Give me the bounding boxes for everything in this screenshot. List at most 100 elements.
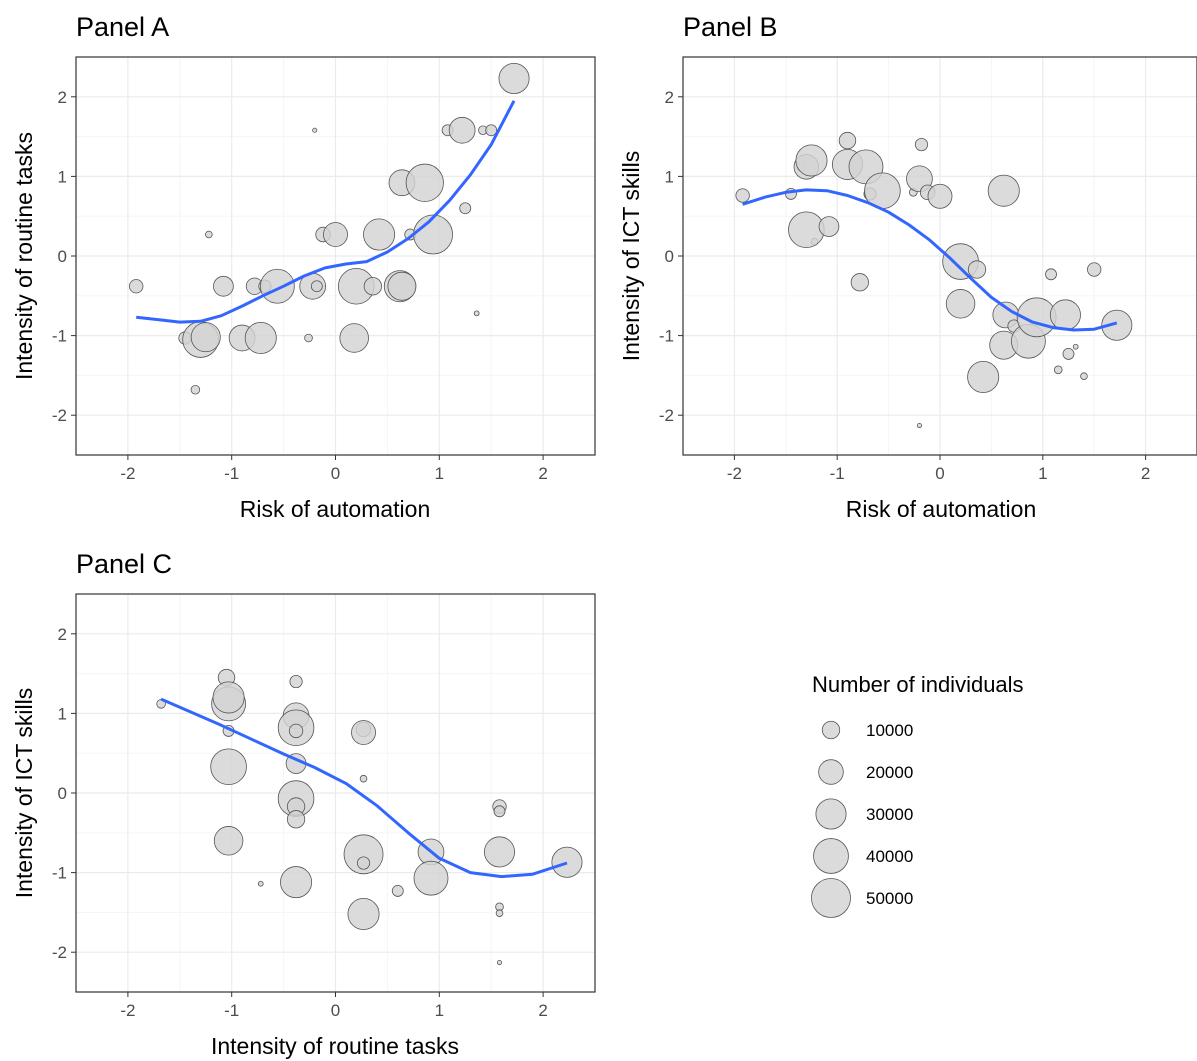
data-point [339, 323, 369, 353]
data-point [967, 260, 987, 279]
data-point [280, 866, 313, 899]
smooth-line [742, 188, 1118, 332]
data-point [788, 211, 825, 249]
data-point [967, 360, 1000, 393]
data-point [1072, 343, 1079, 350]
legend-label: 30000 [866, 805, 913, 824]
x-tick-label: 2 [1141, 464, 1150, 483]
y-tick-label: -1 [659, 327, 674, 346]
panel-c-title: Panel C [76, 549, 172, 579]
y-tick-label: -1 [52, 864, 67, 883]
data-point [351, 720, 376, 745]
data-point [448, 116, 476, 144]
x-tick-label: 1 [1038, 464, 1047, 483]
data-point [945, 289, 976, 319]
panel-border [682, 56, 1197, 456]
data-point [485, 124, 498, 137]
data-point [387, 271, 417, 301]
data-point [312, 127, 318, 133]
data-point [405, 163, 444, 202]
data-point [304, 333, 313, 343]
legend-key [821, 720, 841, 740]
data-point [286, 810, 306, 829]
data-point [289, 674, 303, 689]
data-point [213, 826, 244, 856]
data-point [244, 321, 277, 354]
x-tick-label: -1 [830, 464, 845, 483]
data-point [838, 131, 857, 150]
data-point [493, 805, 506, 818]
x-tick-label: 0 [331, 464, 340, 483]
data-point [190, 322, 221, 353]
x-tick-label: 2 [538, 1001, 547, 1020]
data-point [498, 62, 530, 94]
data-point [356, 856, 371, 870]
y-tick-label: 0 [665, 247, 674, 266]
data-point [927, 183, 953, 209]
panel-c-x-axis-label: Intensity of routine tasks [211, 1033, 459, 1059]
legend-key [813, 838, 849, 874]
data-point [459, 202, 472, 215]
panel-b-x-axis-label: Risk of automation [846, 496, 1036, 522]
data-point [259, 268, 295, 304]
data-point [483, 836, 516, 868]
x-tick-label: 2 [538, 464, 547, 483]
panel-b-y-axis-label: Intensity of ICT skills [618, 151, 644, 361]
legend-key [811, 878, 851, 918]
smooth-line [136, 100, 516, 324]
data-point [551, 846, 583, 878]
data-point [391, 884, 404, 897]
panel-b: Panel B -2 -1 0 1 2 -2 -1 0 1 2 Risk of automatio… [618, 12, 1197, 522]
data-point [850, 273, 869, 292]
data-point [413, 860, 449, 896]
data-point [1045, 268, 1057, 281]
panel-border [75, 593, 596, 993]
data-point [359, 774, 368, 783]
data-point [343, 834, 384, 875]
data-point [257, 880, 264, 887]
data-point [213, 275, 234, 297]
data-point [129, 279, 144, 294]
data-point [473, 310, 480, 317]
data-point [1062, 347, 1075, 360]
y-tick-label: -2 [659, 406, 674, 425]
y-tick-label: 0 [58, 247, 67, 266]
data-point [914, 137, 929, 152]
data-point [210, 748, 247, 786]
x-tick-label: -2 [120, 1001, 135, 1020]
y-tick-label: -2 [52, 406, 67, 425]
x-tick-label: 0 [331, 1001, 340, 1020]
size-legend: Number of individuals 10000 20000 30000 400… [811, 672, 1024, 918]
data-point [1087, 262, 1102, 277]
y-tick-label: 1 [665, 167, 674, 186]
legend-items: 10000 20000 30000 40000 50000 [811, 720, 913, 918]
y-tick-label: 1 [58, 167, 67, 186]
data-point [310, 280, 323, 293]
data-point [347, 897, 380, 930]
data-point [987, 174, 1020, 207]
data-point [495, 909, 504, 917]
y-tick-label: -2 [52, 943, 67, 962]
x-tick-label: -2 [727, 464, 742, 483]
panel-b-title: Panel B [683, 12, 778, 42]
panel-a-plot-area: -2 -1 0 1 2 -2 -1 0 1 2 [52, 56, 596, 483]
data-point [795, 144, 828, 177]
panel-a-y-axis-label: Intensity of routine tasks [11, 132, 37, 380]
x-tick-label: -1 [224, 464, 239, 483]
data-point [363, 277, 382, 296]
panel-c: Panel C -2 -1 0 1 2 -2 -1 0 1 2 Intensity of rout… [11, 549, 596, 1059]
legend-key [815, 798, 847, 830]
data-point [1080, 372, 1088, 380]
panel-a-title: Panel A [76, 12, 169, 42]
legend-title: Number of individuals [812, 672, 1024, 697]
data-point [1101, 309, 1133, 341]
data-point [818, 216, 840, 237]
y-tick-label: 0 [58, 784, 67, 803]
legend-label: 40000 [866, 847, 913, 866]
legend-label: 20000 [866, 763, 913, 782]
x-tick-label: -2 [120, 464, 135, 483]
data-point [916, 423, 922, 429]
data-point [496, 960, 503, 966]
y-tick-label: 2 [665, 88, 674, 107]
